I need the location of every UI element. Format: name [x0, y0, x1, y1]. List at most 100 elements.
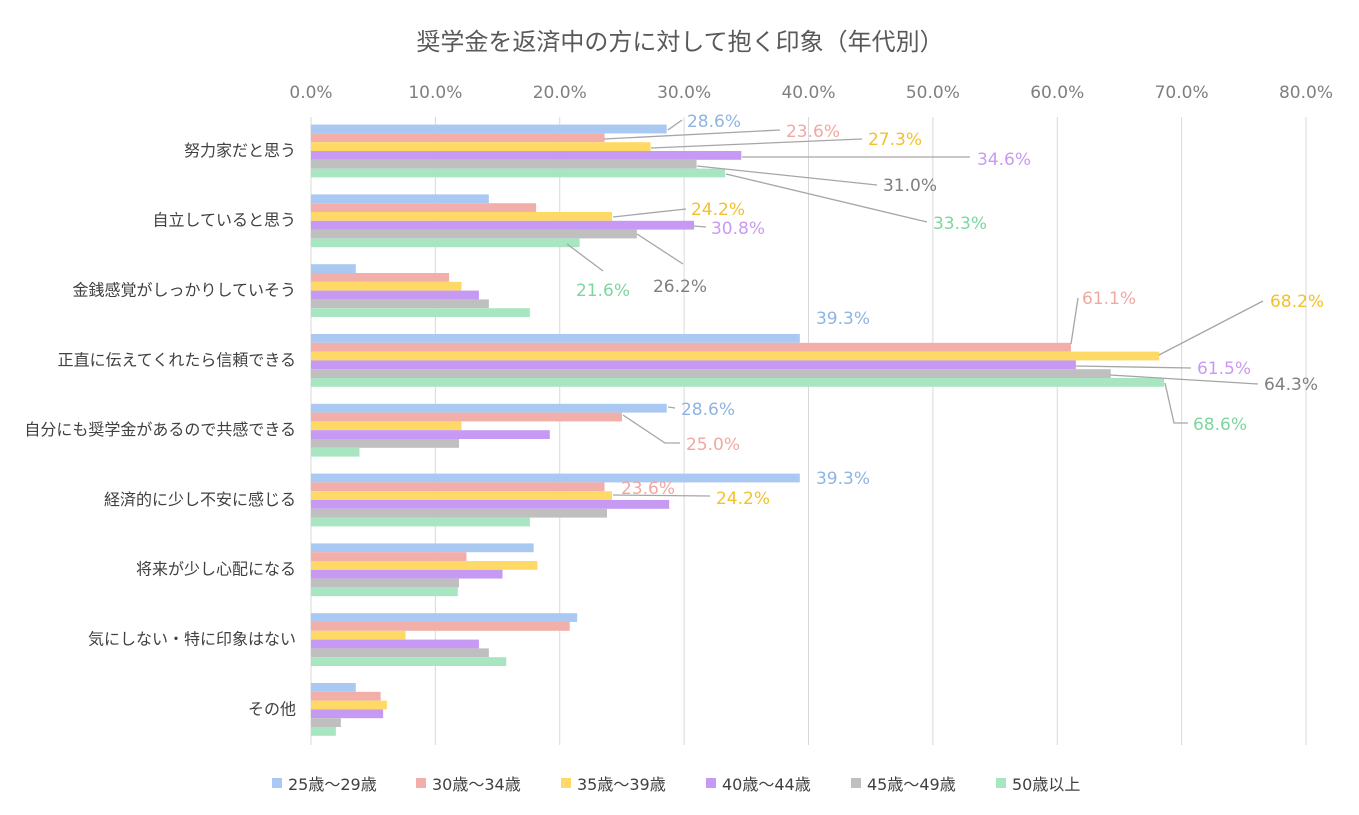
bar — [311, 473, 800, 483]
data-label: 68.6% — [1193, 415, 1247, 435]
legend-label: 50歳以上 — [1012, 775, 1080, 794]
leader-line — [1158, 300, 1264, 356]
x-tick-label: 30.0% — [657, 83, 711, 103]
bar — [311, 543, 534, 553]
x-tick-label: 20.0% — [533, 83, 587, 103]
leader-line — [696, 165, 878, 186]
legend-label: 45歳～49歳 — [867, 775, 956, 794]
data-label: 28.6% — [681, 400, 735, 420]
bar — [311, 299, 489, 309]
bar — [311, 613, 578, 622]
leader-line — [725, 173, 928, 223]
bar — [311, 194, 489, 204]
bar — [311, 378, 1165, 387]
bar — [311, 334, 800, 343]
bar — [311, 369, 1111, 378]
data-label: 68.2% — [1270, 292, 1324, 312]
bar — [311, 403, 667, 413]
legend-swatch — [416, 778, 426, 788]
bar — [311, 159, 697, 169]
bar — [311, 290, 479, 300]
bar — [311, 691, 381, 701]
data-label: 61.5% — [1197, 359, 1251, 379]
bar — [311, 683, 356, 692]
leader-line — [693, 225, 707, 228]
x-tick-label: 60.0% — [1030, 83, 1084, 103]
bar — [311, 569, 503, 579]
data-label: 34.6% — [977, 150, 1031, 170]
leader-line — [667, 119, 683, 131]
category-label: 経済的に少し不安に感じる — [104, 490, 296, 509]
x-tick-label: 10.0% — [408, 83, 462, 103]
data-label: 21.6% — [576, 281, 630, 301]
bar — [311, 220, 695, 230]
legend-swatch — [272, 778, 282, 788]
category-label: その他 — [248, 699, 296, 718]
leader-line — [566, 243, 604, 272]
data-label: 26.2% — [653, 277, 707, 297]
data-label: 39.3% — [816, 469, 870, 489]
x-tick-label: 80.0% — [1279, 83, 1333, 103]
data-label: 33.3% — [933, 214, 987, 234]
data-label: 30.8% — [711, 219, 765, 239]
category-label: 自立していると思う — [152, 211, 296, 230]
bar — [311, 630, 406, 640]
bar — [311, 264, 356, 273]
bar — [311, 142, 651, 151]
leader-line — [603, 129, 781, 140]
data-label: 28.6% — [687, 112, 741, 132]
bar — [311, 308, 530, 317]
data-label: 61.1% — [1082, 289, 1136, 309]
leader-line — [667, 406, 676, 409]
x-tick-label: 50.0% — [906, 83, 960, 103]
legend-label: 40歳～44歳 — [722, 775, 811, 794]
leader-line — [612, 494, 711, 497]
bar — [311, 482, 605, 492]
category-label: 正直に伝えてくれたら信頼できる — [58, 350, 296, 369]
x-tick-label: 40.0% — [781, 83, 835, 103]
category-label: 将来が少し心配になる — [136, 560, 296, 579]
bar — [311, 491, 612, 500]
leader-line — [612, 208, 687, 218]
leader-line — [1070, 297, 1079, 345]
bar — [311, 212, 612, 221]
data-label: 27.3% — [868, 130, 922, 150]
bar — [311, 500, 670, 509]
leader-line — [1075, 365, 1192, 369]
bar — [311, 351, 1160, 361]
bar — [311, 508, 608, 518]
bar — [311, 360, 1076, 370]
legend-label: 35歳～39歳 — [577, 775, 666, 794]
bar — [311, 124, 667, 134]
bar — [311, 273, 450, 282]
legend-label: 25歳～29歳 — [288, 775, 377, 794]
legend-swatch — [851, 778, 861, 788]
leader-line — [636, 233, 684, 265]
bar — [311, 439, 460, 448]
bar — [311, 203, 537, 212]
x-tick-label: 0.0% — [289, 83, 332, 103]
bar — [311, 447, 360, 457]
chart-title: 奨学金を返済中の方に対して抱く印象（年代別） — [416, 28, 943, 56]
legend-swatch — [561, 778, 571, 788]
bar — [311, 561, 538, 570]
bar — [311, 552, 467, 561]
bar — [311, 229, 637, 239]
category-label: 自分にも奨学金があるので共感できる — [24, 420, 296, 439]
legend-label: 30歳～34歳 — [432, 775, 521, 794]
legend-swatch — [996, 778, 1006, 788]
data-label: 24.2% — [691, 200, 745, 220]
data-label: 39.3% — [816, 309, 870, 329]
bar — [311, 412, 622, 422]
bar — [311, 700, 387, 710]
bar — [311, 648, 489, 658]
leader-line — [650, 138, 863, 149]
bar — [311, 430, 550, 439]
data-label: 25.0% — [686, 435, 740, 455]
bar — [311, 281, 462, 291]
bar — [311, 657, 507, 666]
data-label: 23.6% — [786, 122, 840, 142]
bar — [311, 168, 726, 178]
bar — [311, 133, 605, 143]
